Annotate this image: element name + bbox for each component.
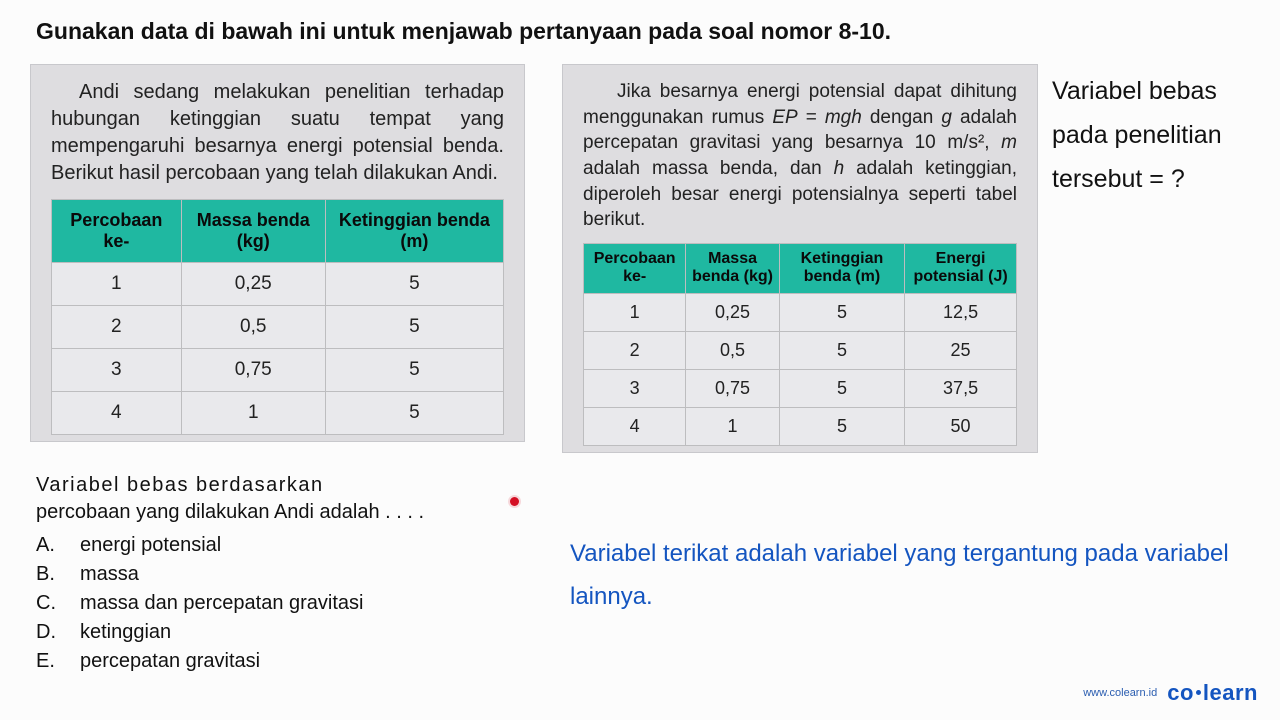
right-paragraph: Jika besarnya energi potensial dapat dih… <box>583 79 1017 233</box>
table-header-row: Percobaan ke- Massa benda (kg) Ketinggia… <box>52 200 504 263</box>
col-header: Massa benda (kg) <box>686 243 779 293</box>
col-header: Percobaan ke- <box>52 200 182 263</box>
left-paragraph: Andi sedang melakukan penelitian terhada… <box>51 79 504 187</box>
left-scanned-panel: Andi sedang melakukan penelitian terhada… <box>30 64 525 442</box>
table-row: 2 0,5 5 <box>52 306 504 349</box>
table-header-row: Percobaan ke- Massa benda (kg) Ketinggia… <box>584 243 1017 293</box>
option-b: B.massa <box>36 561 526 588</box>
watermark-url: www.colearn.id <box>1083 687 1157 699</box>
right-scanned-panel: Jika besarnya energi potensial dapat dih… <box>562 64 1038 453</box>
watermark-brand: colearn <box>1167 680 1258 706</box>
table-row: 1 0,25 5 12,5 <box>584 293 1017 331</box>
explanation-note: Variabel terikat adalah variabel yang te… <box>570 532 1230 618</box>
col-header: Ketinggian benda (m) <box>325 200 503 263</box>
option-a: A.energi potensial <box>36 532 526 559</box>
watermark: www.colearn.id colearn <box>1083 680 1258 706</box>
left-table: Percobaan ke- Massa benda (kg) Ketinggia… <box>51 199 504 435</box>
table-row: 3 0,75 5 37,5 <box>584 369 1017 407</box>
question-block: Variabel bebas berdasarkan percobaan yan… <box>36 472 526 677</box>
col-header: Percobaan ke- <box>584 243 686 293</box>
col-header: Massa benda (kg) <box>181 200 325 263</box>
options-list: A.energi potensial B.massa C.massa dan p… <box>36 532 526 675</box>
instruction-heading: Gunakan data di bawah ini untuk menjawab… <box>36 18 891 45</box>
option-d: D.ketinggian <box>36 619 526 646</box>
pointer-dot-icon <box>510 497 519 506</box>
table-row: 4 1 5 50 <box>584 407 1017 445</box>
table-row: 4 1 5 <box>52 392 504 435</box>
table-row: 1 0,25 5 <box>52 263 504 306</box>
right-table: Percobaan ke- Massa benda (kg) Ketinggia… <box>583 243 1017 446</box>
col-header: Ketinggian benda (m) <box>779 243 904 293</box>
option-e: E.percepatan gravitasi <box>36 648 526 675</box>
table-row: 3 0,75 5 <box>52 349 504 392</box>
question-stem: Variabel bebas berdasarkan percobaan yan… <box>36 472 526 526</box>
side-question-text: Variabel bebas pada penelitian tersebut … <box>1052 70 1262 201</box>
table-row: 2 0,5 5 25 <box>584 331 1017 369</box>
col-header: Energi potensial (J) <box>905 243 1017 293</box>
option-c: C.massa dan percepatan gravitasi <box>36 590 526 617</box>
